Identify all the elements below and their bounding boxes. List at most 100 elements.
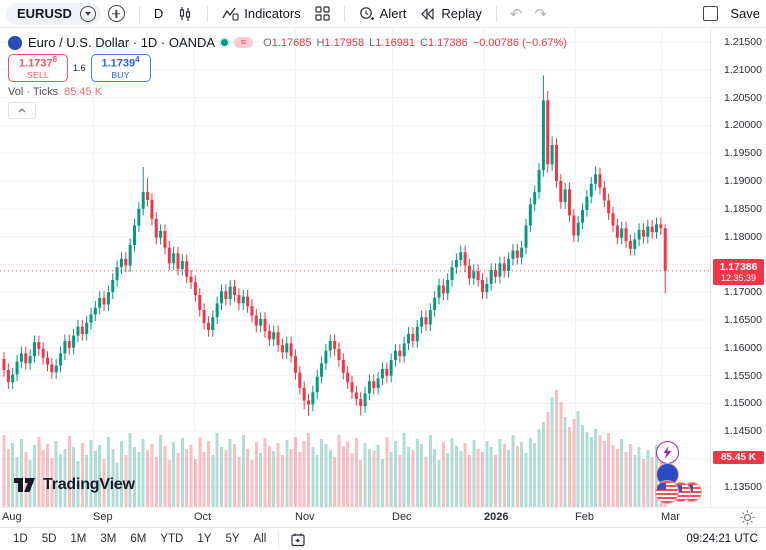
volume-bar <box>585 432 589 507</box>
candle-body <box>389 360 393 376</box>
volume-bar <box>420 444 424 507</box>
candle-body <box>298 372 302 388</box>
volume-bar <box>198 437 202 507</box>
candlestick-chart[interactable] <box>0 29 710 507</box>
volume-value: 85.45 K <box>64 86 103 98</box>
tradingview-logo[interactable]: TradingView <box>14 476 135 494</box>
sell-button[interactable]: 1.17378 SELL <box>8 54 68 82</box>
indicators-button[interactable]: Indicators <box>215 2 307 26</box>
timezone-clock[interactable]: 09:24:21 UTC <box>686 533 758 545</box>
time-axis[interactable]: Aug Sep Oct Nov Dec 2026 Feb Mar <box>0 507 766 527</box>
volume-bar <box>372 451 376 507</box>
candle-body <box>259 318 263 326</box>
candle-body <box>402 343 406 357</box>
candle-body <box>98 297 102 308</box>
candle-body <box>37 342 41 349</box>
price-tick-label: 1.20000 <box>724 119 762 132</box>
candle-body <box>537 169 541 193</box>
collapse-legend-button[interactable] <box>8 102 36 119</box>
volume-bar <box>220 447 223 507</box>
volume-bar <box>433 449 437 507</box>
range-button-3m[interactable]: 3M <box>100 533 117 545</box>
volume-bar <box>85 455 89 507</box>
candle-body <box>450 267 454 280</box>
us-flag-bubble[interactable] <box>655 480 679 504</box>
range-button-5y[interactable]: 5Y <box>225 533 240 545</box>
chart-type-button[interactable] <box>170 2 200 26</box>
volume-label[interactable]: Vol · Ticks <box>8 86 59 98</box>
candle-body <box>568 189 571 216</box>
undo-icon[interactable]: ↶ <box>509 5 523 23</box>
indicator-templates-button[interactable] <box>308 2 337 26</box>
range-button-1d[interactable]: 1D <box>13 533 28 545</box>
volume-bar <box>546 412 550 507</box>
candle-body <box>54 365 58 373</box>
market-status-icon[interactable]: ≈ <box>234 37 254 48</box>
boost-bubble[interactable] <box>656 441 679 464</box>
price-tick-label: 1.18500 <box>724 202 762 215</box>
compare-add-symbol-button[interactable] <box>101 2 132 26</box>
symbol-dropdown-icon[interactable] <box>79 5 96 22</box>
buy-button[interactable]: 1.17394 BUY <box>90 54 151 82</box>
range-button-1m[interactable]: 1M <box>70 533 87 545</box>
range-button-all[interactable]: All <box>253 533 267 545</box>
symbol-title[interactable]: Euro / U.S. Dollar · 1D · OANDA <box>28 35 216 50</box>
symbol-search-button[interactable]: EURUSD <box>6 2 101 25</box>
candle-body <box>24 353 28 364</box>
volume-bar <box>80 443 84 507</box>
volume-bar <box>363 443 367 507</box>
volume-bar <box>93 451 97 507</box>
volume-bar <box>346 442 350 507</box>
candle-body <box>224 291 228 299</box>
volume-bar <box>185 449 189 507</box>
range-button-1y[interactable]: 1Y <box>197 533 212 545</box>
replay-button[interactable]: Replay <box>413 2 488 26</box>
volume-bar <box>133 447 136 507</box>
volume-bar <box>189 445 193 507</box>
volume-bar <box>237 457 241 507</box>
interval-button[interactable]: D <box>153 6 164 21</box>
replay-label: Replay <box>441 6 482 21</box>
range-button-6m[interactable]: 6M <box>130 533 147 545</box>
volume-bar <box>180 438 184 507</box>
volume-bar <box>481 452 484 507</box>
candle-body <box>628 241 632 249</box>
go-to-date-button[interactable] <box>286 532 310 547</box>
candle-body <box>67 341 71 348</box>
volume-bar <box>328 450 332 507</box>
candle-body <box>324 350 328 364</box>
alert-button[interactable]: Alert <box>352 2 414 26</box>
candle-body <box>215 303 219 318</box>
range-button-ytd[interactable]: YTD <box>160 533 184 545</box>
chart-canvas[interactable]: Euro / U.S. Dollar · 1D · OANDA ≈ O1.176… <box>0 29 710 507</box>
candle-body <box>363 393 367 407</box>
candle-body <box>328 341 332 351</box>
candle-body <box>507 258 511 271</box>
volume-bar <box>302 441 306 507</box>
range-button-5d[interactable]: 5D <box>41 533 57 545</box>
volume-bar <box>154 457 158 507</box>
volume-bar <box>633 455 637 507</box>
price-axis[interactable]: 1.17386 12:35:39 85.45 K 1.21500 1.21000 1… <box>710 29 766 507</box>
price-tick-label: 1.18000 <box>724 230 762 243</box>
price-tick-label: 1.19000 <box>724 175 762 187</box>
save-button[interactable]: Save <box>730 6 760 21</box>
candle-body <box>524 225 528 248</box>
volume-bar <box>485 441 489 507</box>
candle-body <box>228 286 232 299</box>
volume-bar <box>467 455 471 507</box>
redo-icon[interactable]: ↷ <box>534 5 548 23</box>
volume-bar <box>520 442 524 507</box>
fullscreen-icon[interactable] <box>703 6 719 21</box>
candle-body <box>394 350 397 361</box>
gear-icon[interactable] <box>740 510 755 525</box>
volume-bar <box>502 444 506 507</box>
ohlc-values: O1.17685 H1.17958 L1.16981 C1.17386 −0.0… <box>263 36 567 49</box>
candle-body <box>454 260 458 268</box>
chart-legend: Euro / U.S. Dollar · 1D · OANDA ≈ O1.176… <box>8 35 567 50</box>
candle-body <box>598 174 602 188</box>
candle-body <box>311 392 315 405</box>
candle-body <box>176 253 180 269</box>
candle-body <box>320 363 324 377</box>
volume-bar <box>146 450 150 507</box>
